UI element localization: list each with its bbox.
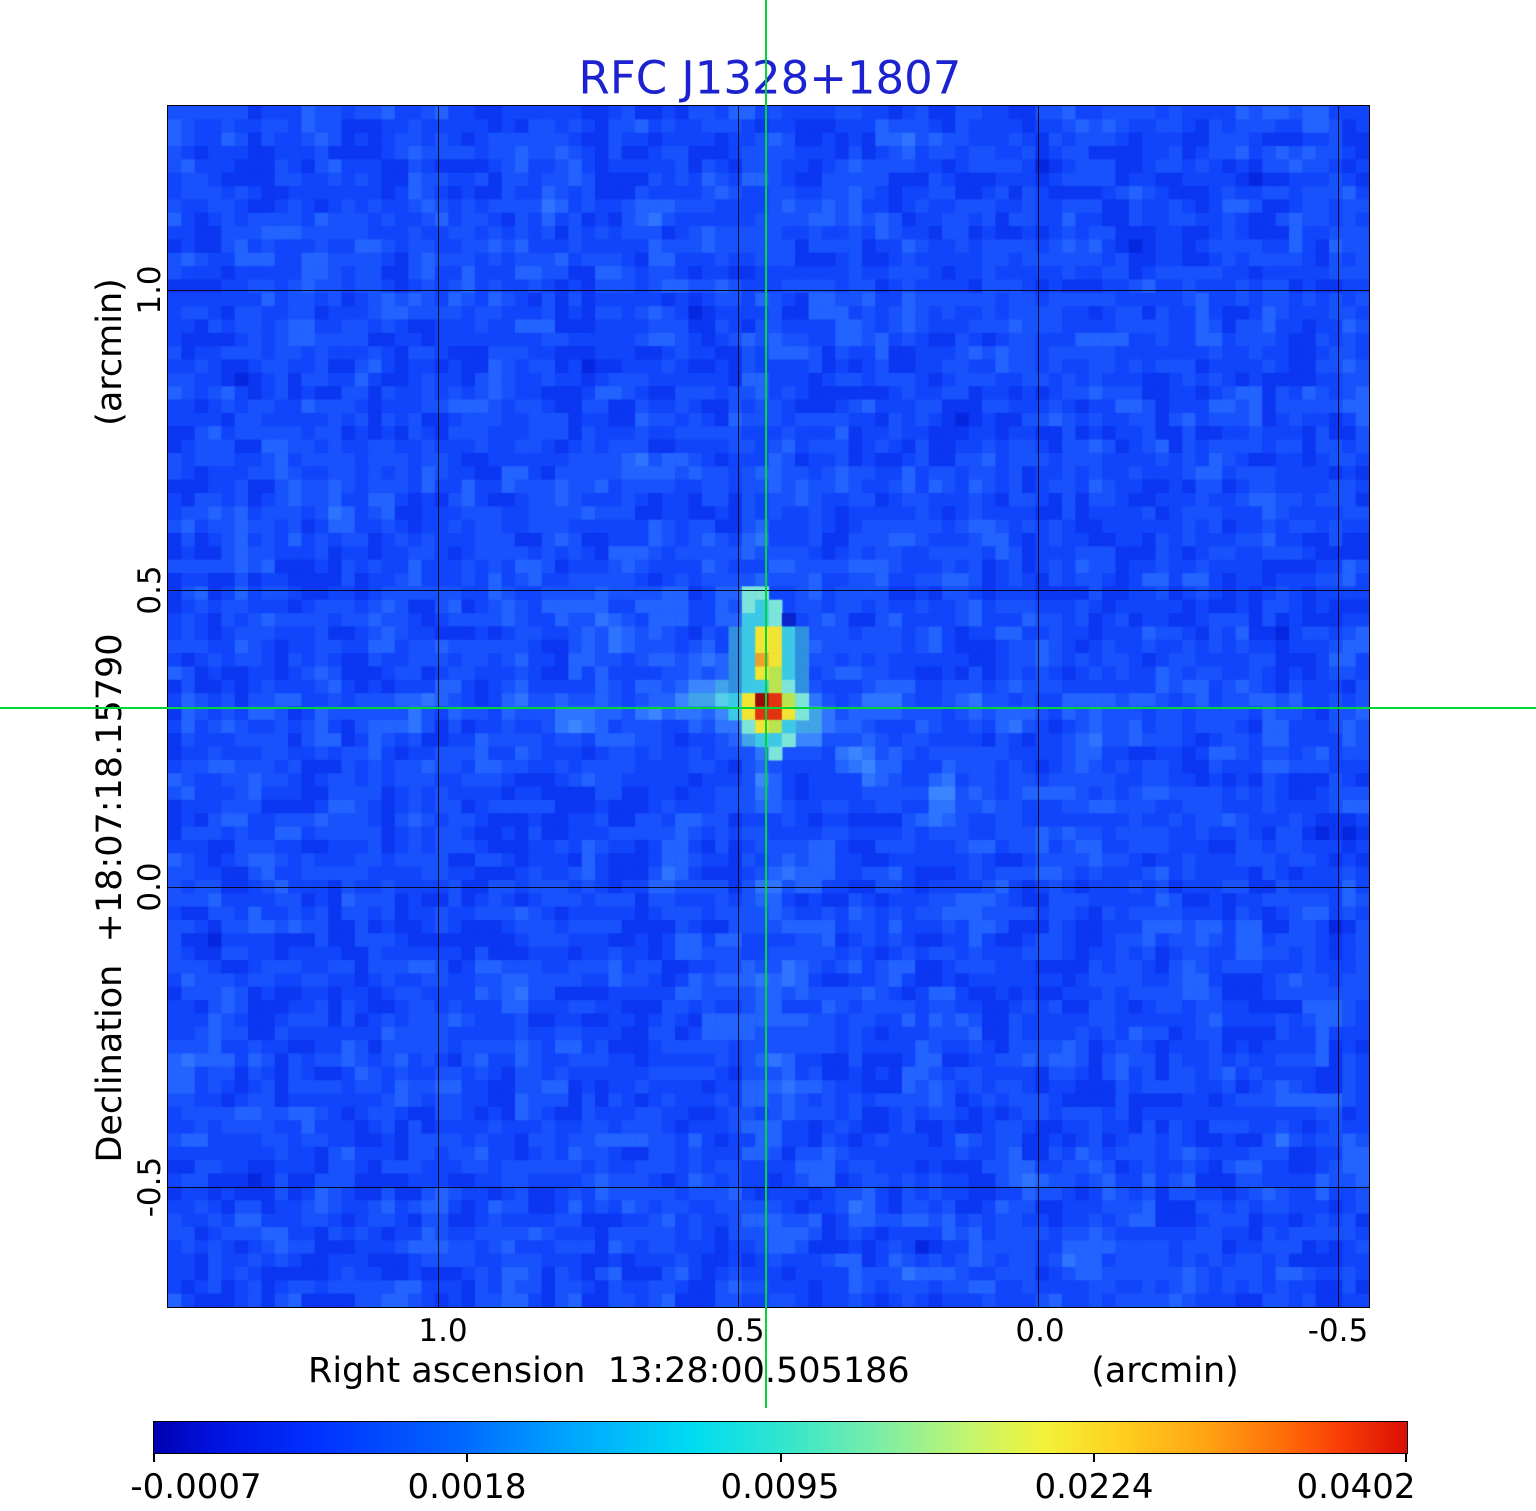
gridline-horizontal--0.5 [168,1187,1369,1188]
x-tick-label-0.0: 0.0 [1015,1313,1065,1349]
plot-title: RFC J1328+1807 [578,51,962,105]
colorbar-label-1: -0.0007 [130,1467,262,1507]
x-tick-label--0.5: -0.5 [1307,1313,1369,1349]
y-axis-title: Declination +18:07:18.15790 [90,633,130,1163]
y-tick-label-1.0: 1.0 [132,265,168,315]
crosshair-horizontal-line [0,707,1536,709]
colorbar-tick-3 [780,1453,782,1462]
gridline-vertical-0.5 [738,106,739,1307]
x-axis-unit: (arcmin) [1091,1351,1239,1391]
colorbar-gradient [153,1421,1408,1454]
gridline-horizontal-0.5 [168,590,1369,591]
gridline-vertical--0.5 [1338,106,1339,1307]
y-tick-label-0.0: 0.0 [132,862,168,912]
colorbar-label-3: 0.0095 [720,1467,840,1507]
x-tick-label-0.5: 0.5 [715,1313,765,1349]
colorbar-label-5: 0.0402 [1296,1467,1416,1507]
gridline-horizontal-0.0 [168,887,1369,888]
crosshair-vertical-line [765,0,767,1408]
colorbar-tick-2 [466,1453,468,1462]
y-axis-unit: (arcmin) [90,278,130,426]
x-axis-title: Right ascension 13:28:00.505186 [308,1351,910,1391]
sky-map-plot [167,105,1370,1308]
colorbar-label-4: 0.0224 [1034,1467,1154,1507]
y-tick-label--0.5: -0.5 [132,1156,168,1218]
colorbar-tick-5 [1405,1453,1407,1462]
y-tick-label-0.5: 0.5 [132,565,168,615]
colorbar-tick-1 [153,1453,155,1462]
gridline-horizontal-1.0 [168,290,1369,291]
sky-image-canvas [168,106,1369,1307]
gridline-vertical-0.0 [1038,106,1039,1307]
colorbar-tick-4 [1093,1453,1095,1462]
colorbar-label-2: 0.0018 [407,1467,527,1507]
x-tick-label-1.0: 1.0 [418,1313,468,1349]
gridline-vertical-1.0 [438,106,439,1307]
